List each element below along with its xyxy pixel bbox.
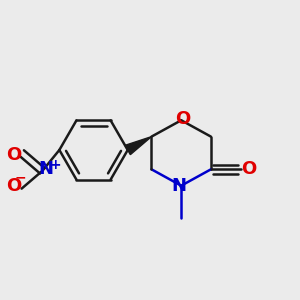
Text: +: + xyxy=(49,158,61,172)
Polygon shape xyxy=(125,136,152,155)
Text: O: O xyxy=(241,160,256,178)
Text: N: N xyxy=(38,160,53,178)
Text: O: O xyxy=(7,177,22,195)
Text: N: N xyxy=(171,177,186,195)
Text: O: O xyxy=(7,146,22,164)
Text: −: − xyxy=(14,170,26,184)
Text: O: O xyxy=(175,110,190,128)
